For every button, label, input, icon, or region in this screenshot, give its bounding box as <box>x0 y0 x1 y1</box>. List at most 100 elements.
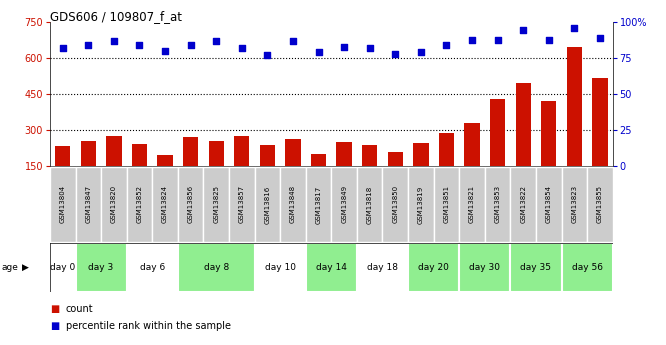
Point <box>492 37 503 42</box>
Bar <box>285 139 300 201</box>
Bar <box>127 243 178 292</box>
Bar <box>332 167 357 241</box>
Bar <box>50 243 75 292</box>
Bar <box>306 167 331 241</box>
Point <box>518 27 529 32</box>
Text: day 0: day 0 <box>50 263 75 272</box>
Text: age: age <box>1 263 18 272</box>
Bar <box>510 167 536 241</box>
Bar <box>561 243 613 292</box>
Text: day 30: day 30 <box>470 263 500 272</box>
Bar <box>408 243 460 292</box>
Point <box>441 42 452 48</box>
Point <box>83 42 94 48</box>
Text: GSM13849: GSM13849 <box>341 185 347 224</box>
Bar <box>413 144 428 201</box>
Text: day 8: day 8 <box>204 263 229 272</box>
Point <box>288 38 298 44</box>
Bar <box>408 167 434 241</box>
Bar <box>254 243 306 292</box>
Bar <box>280 167 306 241</box>
Bar <box>178 243 254 292</box>
Text: GSM13825: GSM13825 <box>213 185 219 224</box>
Bar <box>485 167 510 241</box>
Bar <box>515 83 531 201</box>
Bar <box>388 151 403 201</box>
Text: GSM13857: GSM13857 <box>239 185 245 224</box>
Text: GSM13821: GSM13821 <box>469 185 475 224</box>
Text: GSM13824: GSM13824 <box>162 185 168 224</box>
Point <box>134 42 145 48</box>
Bar <box>101 167 127 241</box>
Bar <box>306 243 357 292</box>
Text: percentile rank within the sample: percentile rank within the sample <box>66 321 231 331</box>
Text: GSM13804: GSM13804 <box>60 185 66 224</box>
Text: GSM13816: GSM13816 <box>264 185 270 224</box>
Bar <box>357 243 408 292</box>
Text: GSM13847: GSM13847 <box>85 185 91 224</box>
Text: GSM13823: GSM13823 <box>571 185 577 224</box>
Bar <box>132 144 147 201</box>
Bar <box>510 243 561 292</box>
Bar <box>536 167 561 241</box>
Point <box>211 38 222 44</box>
Text: day 6: day 6 <box>140 263 165 272</box>
Text: GSM13853: GSM13853 <box>495 185 501 224</box>
Text: GSM13819: GSM13819 <box>418 185 424 224</box>
Text: GSM13848: GSM13848 <box>290 185 296 224</box>
Point <box>313 50 324 55</box>
Point <box>364 46 375 51</box>
Text: GSM13818: GSM13818 <box>367 185 373 224</box>
Bar <box>153 167 178 241</box>
Bar <box>460 243 510 292</box>
Text: ▶: ▶ <box>22 263 29 272</box>
Point <box>57 46 68 51</box>
Bar <box>127 167 153 241</box>
Text: ■: ■ <box>50 321 59 331</box>
Point <box>543 37 554 42</box>
Point <box>416 50 426 55</box>
Bar <box>460 167 485 241</box>
Bar <box>183 137 198 201</box>
Bar <box>311 154 326 201</box>
Text: GDS606 / 109807_f_at: GDS606 / 109807_f_at <box>50 10 182 23</box>
Bar <box>203 167 229 241</box>
Bar <box>75 243 127 292</box>
Bar <box>464 123 480 201</box>
Point <box>595 36 605 41</box>
Text: GSM13854: GSM13854 <box>545 185 551 224</box>
Text: day 56: day 56 <box>571 263 603 272</box>
Bar <box>178 167 203 241</box>
Text: day 10: day 10 <box>264 263 296 272</box>
Point <box>467 37 478 42</box>
Text: GSM13856: GSM13856 <box>188 185 194 224</box>
Text: day 18: day 18 <box>367 263 398 272</box>
Bar <box>382 167 408 241</box>
Bar <box>208 140 224 201</box>
Text: GSM13851: GSM13851 <box>444 185 450 224</box>
Bar <box>75 167 101 241</box>
Text: GSM13852: GSM13852 <box>137 185 143 224</box>
Bar <box>50 167 75 241</box>
Bar <box>234 136 250 201</box>
Bar <box>587 167 613 241</box>
Point <box>569 26 579 31</box>
Text: GSM13855: GSM13855 <box>597 185 603 224</box>
Text: GSM13817: GSM13817 <box>316 185 322 224</box>
Text: day 14: day 14 <box>316 263 347 272</box>
Bar <box>434 167 460 241</box>
Bar <box>439 134 454 201</box>
Bar <box>55 146 71 201</box>
Text: day 20: day 20 <box>418 263 449 272</box>
Text: day 35: day 35 <box>520 263 551 272</box>
Bar <box>541 101 556 201</box>
Bar <box>592 78 607 201</box>
Text: GSM13850: GSM13850 <box>392 185 398 224</box>
Bar <box>106 137 122 201</box>
Point <box>185 42 196 48</box>
Bar <box>229 167 254 241</box>
Bar <box>561 167 587 241</box>
Bar <box>81 141 96 201</box>
Text: count: count <box>66 304 93 314</box>
Text: ■: ■ <box>50 304 59 314</box>
